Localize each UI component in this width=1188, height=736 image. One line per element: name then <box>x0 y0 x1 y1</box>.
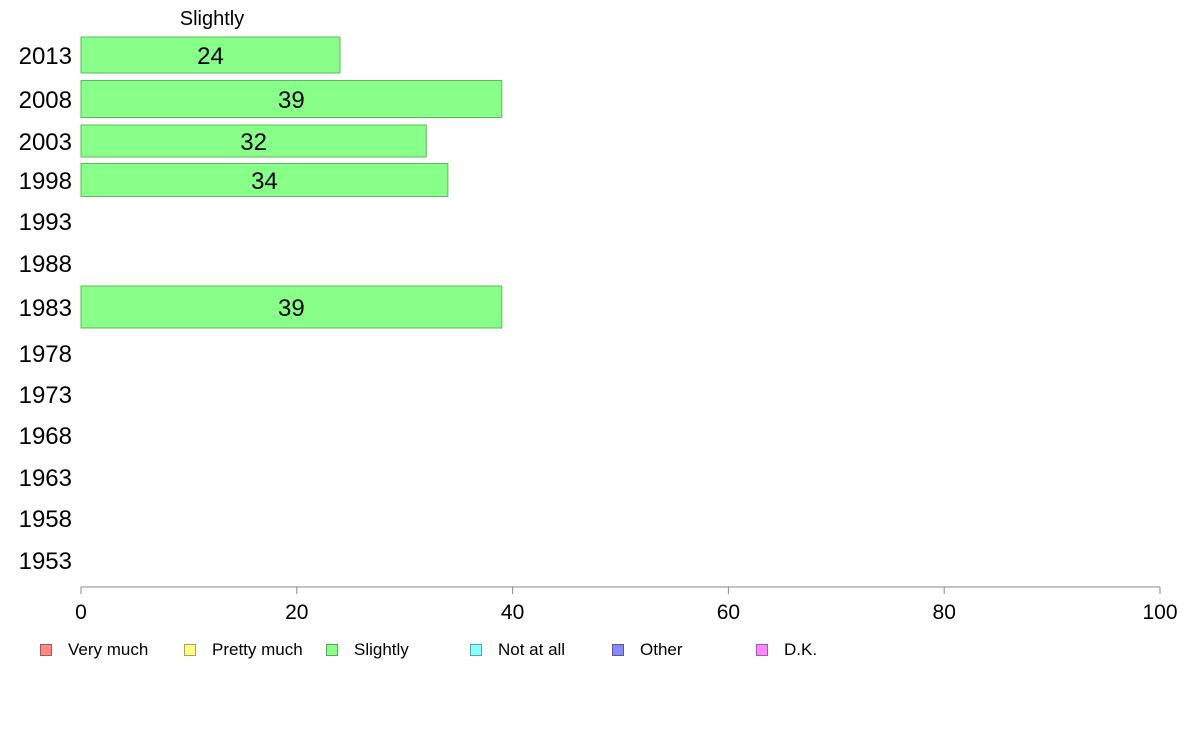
bar-value-label-2013: 24 <box>197 43 224 70</box>
year-label-1998: 1998 <box>19 168 72 195</box>
year-label-1983: 1983 <box>19 295 72 322</box>
bar-value-label-1983: 39 <box>278 295 305 322</box>
year-label-1958: 1958 <box>19 506 72 533</box>
legend: Very much Pretty much Slightly Not at all Ot… <box>40 638 1140 662</box>
legend-swatch <box>184 644 196 656</box>
bar-1998 <box>80 163 449 197</box>
year-label-1978: 1978 <box>19 341 72 368</box>
legend-label: Other <box>640 640 683 659</box>
legend-swatch <box>40 644 52 656</box>
legend-label: Very much <box>68 640 149 659</box>
year-label-1963: 1963 <box>19 465 72 492</box>
x-tick-label-100: 100 <box>1142 601 1177 624</box>
bar-chart: Slightly 2013 2008 2003 1998 1993 1988 1983 197… <box>19 8 1178 624</box>
chart-title: Slightly <box>180 8 244 30</box>
year-label-2003: 2003 <box>19 129 72 156</box>
bar-1983 <box>80 285 503 329</box>
legend-item-pretty-much: Pretty much <box>184 638 303 662</box>
year-label-1973: 1973 <box>19 382 72 409</box>
x-tick-label-0: 0 <box>75 601 87 624</box>
bar-value-label-1998: 34 <box>251 168 278 195</box>
legend-swatch <box>326 644 338 656</box>
legend-item-very-much: Very much <box>40 638 148 662</box>
year-label-1988: 1988 <box>19 251 72 278</box>
legend-label: D.K. <box>784 640 818 659</box>
legend-item-other: Other <box>612 638 683 662</box>
legend-label: Slightly <box>354 640 409 659</box>
legend-item-not-at-all: Not at all <box>470 638 565 662</box>
x-tick-label-60: 60 <box>717 601 740 624</box>
legend-swatch <box>470 644 482 656</box>
legend-swatch <box>756 644 768 656</box>
bar-value-label-2008: 39 <box>278 87 305 114</box>
legend-swatch <box>612 644 624 656</box>
year-label-2008: 2008 <box>19 87 72 114</box>
bar-value-label-2003: 32 <box>240 129 267 156</box>
year-label-1993: 1993 <box>19 209 72 236</box>
legend-label: Pretty much <box>212 640 303 659</box>
year-axis-labels: 2013 2008 2003 1998 1993 1988 1983 1978 1973 1968… <box>19 43 72 575</box>
legend-item-slightly: Slightly <box>326 638 409 662</box>
x-tick-label-40: 40 <box>501 601 524 624</box>
x-tick-label-80: 80 <box>933 601 956 624</box>
bar-2003 <box>80 124 427 158</box>
year-label-1968: 1968 <box>19 423 72 450</box>
x-tick-label-20: 20 <box>285 601 308 624</box>
year-label-2013: 2013 <box>19 43 72 70</box>
bar-2008 <box>80 80 503 118</box>
legend-label: Not at all <box>498 640 566 659</box>
legend-item-d-k: D.K. <box>756 638 817 662</box>
bars-group: 24 39 32 34 39 <box>80 36 503 329</box>
x-axis: 0 20 40 60 80 100 <box>75 586 1178 624</box>
year-label-1953: 1953 <box>19 548 72 575</box>
bar-2013 <box>80 36 341 74</box>
